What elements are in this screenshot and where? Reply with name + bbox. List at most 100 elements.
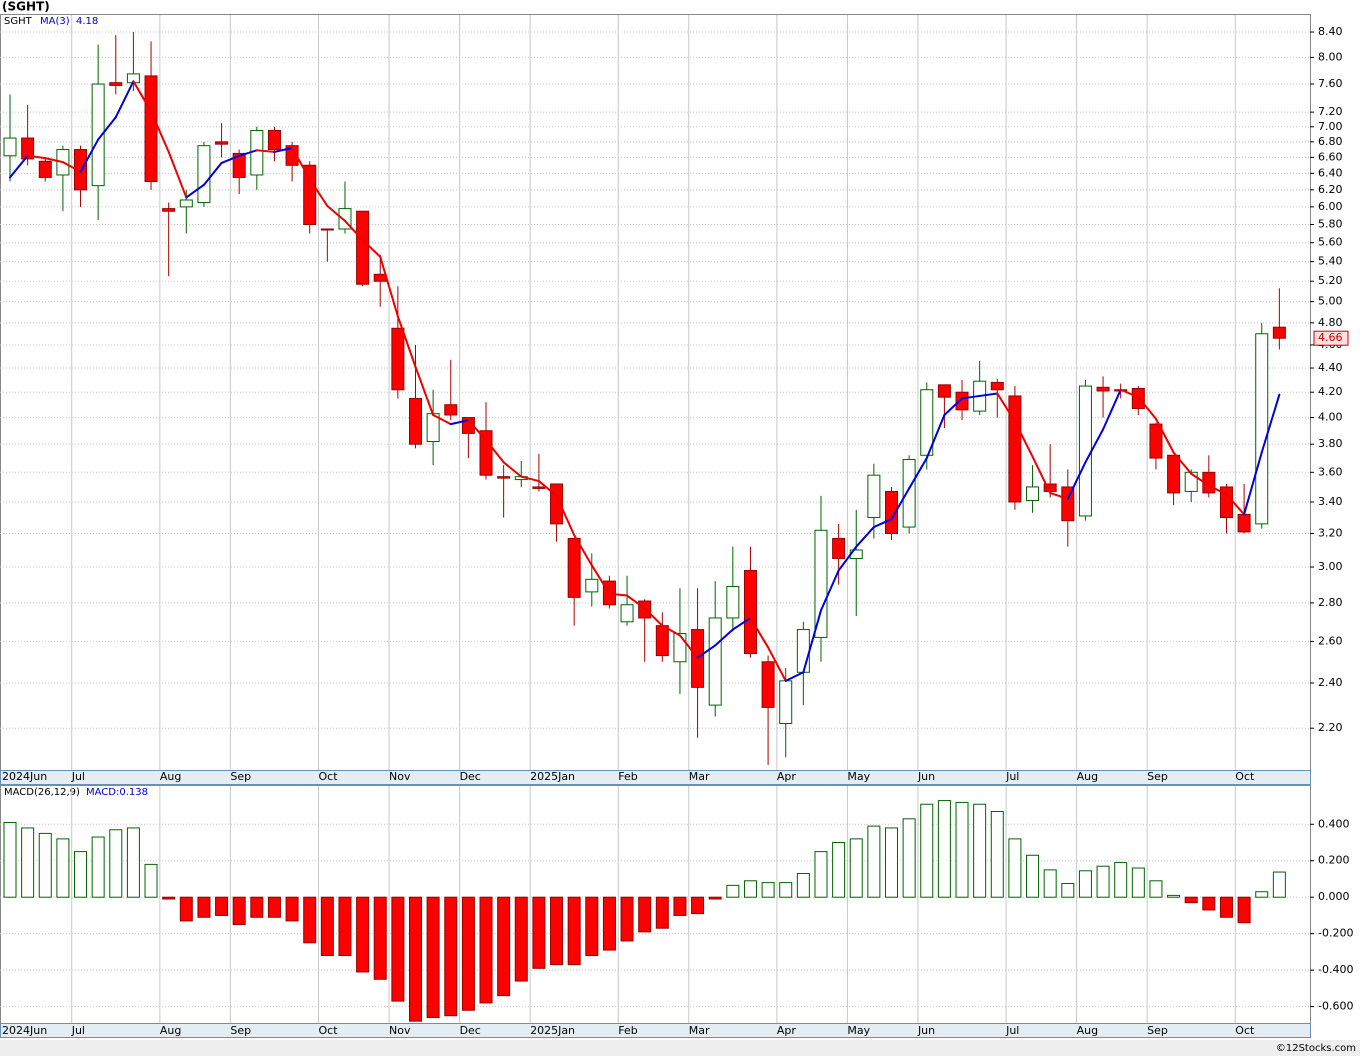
macd-bar [550,896,564,966]
candle-body [585,578,599,593]
candle-body [408,397,422,445]
candle-body [497,476,511,479]
y-tick-label: 4.20 [1318,385,1343,398]
ma-line [202,161,223,186]
candle-body [179,199,193,208]
x-tick-label: Sep [230,1024,251,1037]
x-tick-label: Aug [1077,1024,1098,1037]
macd-bar [497,896,511,997]
candle-body [814,529,828,638]
y-tick-label: 5.00 [1318,295,1343,308]
candle-body [1061,486,1075,522]
macd-bar [532,896,546,969]
y-tick-label: 7.00 [1318,120,1343,133]
macd-bar [1096,865,1110,898]
x-tick-label: Oct [319,1024,339,1037]
y-tick-label: -0.200 [1318,927,1353,940]
y-tick-label: 2.60 [1318,634,1343,647]
footer-bar [0,1040,1360,1056]
ma-line [1207,484,1228,496]
ma-line [784,671,805,682]
ma-line [767,646,787,682]
legend-ma-value: 4.18 [76,16,98,27]
macd-bar [232,896,246,926]
ma-line [731,616,752,631]
candle-body [250,130,264,176]
macd-bar [990,811,1004,898]
y-tick-label: 4.80 [1318,316,1343,329]
x-tick-label: Feb [618,770,637,783]
x-tick-label: Apr [777,770,797,783]
macd-bar [162,896,176,900]
ma-line [1119,388,1140,399]
y-tick-label: -0.600 [1318,1000,1353,1013]
legend-ma: MA(3) [40,16,70,27]
macd-bar [356,896,370,973]
macd-bar [250,896,264,918]
macd-bar [691,896,705,915]
ma-line [943,397,964,416]
candle-body [1167,454,1181,494]
y-tick-label: 4.00 [1318,411,1343,424]
x-tick-label: Sep [1147,770,1168,783]
macd-bar [814,851,828,898]
macd-bar [832,842,846,898]
candle-body [215,141,229,145]
macd-bar [1237,896,1251,924]
ma-line [1066,461,1087,500]
macd-bar [973,803,987,898]
x-tick-label: Oct [1235,1024,1255,1037]
candle-body [320,228,334,231]
ma-line [44,157,64,164]
macd-bar [320,896,334,957]
macd-bar [3,821,17,898]
x-tick-label: 2024Jun [2,1024,47,1037]
ma-line [855,526,875,548]
macd-bar [285,896,299,922]
date-strip [0,1023,1311,1038]
x-tick-label: May [847,770,870,783]
x-tick-label: Sep [1147,1024,1168,1037]
macd-bar [743,880,757,898]
y-tick-label: 2.80 [1318,596,1343,609]
macd-bar [426,896,440,1019]
ma-line [573,534,593,567]
y-tick-label: 6.40 [1318,166,1343,179]
ma-line [396,315,417,368]
ma-line [714,628,734,647]
x-tick-label: Aug [160,1024,181,1037]
x-tick-label: Mar [689,770,710,783]
y-tick-label: 3.20 [1318,527,1343,540]
macd-bar [514,896,528,982]
candle-body [567,537,581,598]
macd-bar [937,800,951,898]
ma-line [26,154,47,160]
candle-body [162,208,176,212]
candle-body [1096,386,1110,392]
candle-body [867,474,881,519]
ma-line [1172,451,1193,475]
ma-line [608,592,629,597]
macd-bar [197,896,211,918]
macd-bar [215,896,229,916]
x-tick-label: Feb [618,1024,637,1037]
candle-body [21,137,35,160]
y-tick-label: 6.00 [1318,200,1343,213]
x-tick-label: Dec [460,770,481,783]
ma-line [819,569,840,612]
ma-line [749,616,770,649]
ma-line [273,146,294,153]
candle-body [743,570,757,655]
ma-line [872,518,893,529]
macd-bar [902,818,916,898]
ma-line [61,161,82,173]
x-tick-label: Aug [1077,770,1098,783]
x-tick-label: Nov [389,770,411,783]
macd-bar [1184,896,1198,904]
candle-body [479,430,493,476]
y-tick-label: 7.20 [1318,105,1343,118]
candle-body [902,458,916,528]
ma-line [308,178,329,208]
macd-bar [602,896,616,951]
ma-line [379,255,399,318]
